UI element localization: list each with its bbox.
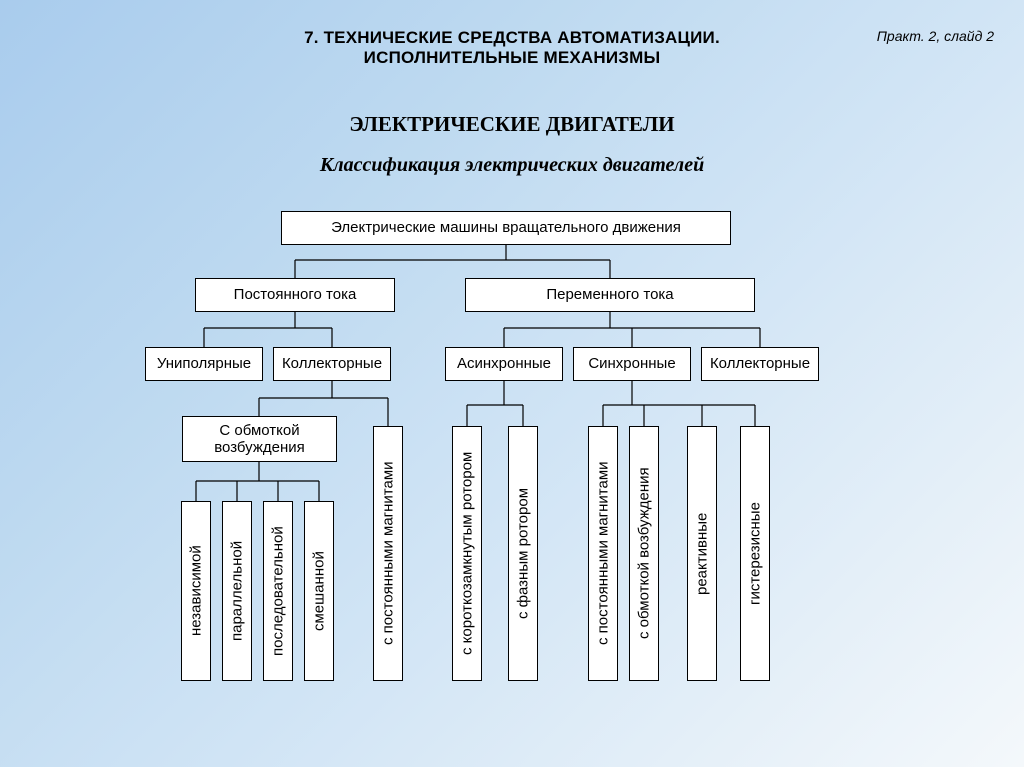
tree-node: Синхронные bbox=[573, 347, 691, 381]
title-line-2: ИСПОЛНИТЕЛЬНЫЕ МЕХАНИЗМЫ bbox=[0, 48, 1024, 68]
tree-node: Коллекторные bbox=[273, 347, 391, 381]
tree-node: Коллекторные bbox=[701, 347, 819, 381]
tree-node: параллельной bbox=[222, 501, 252, 681]
tree-node: с обмоткой возбуждения bbox=[629, 426, 659, 681]
tree-node: гистерезисные bbox=[740, 426, 770, 681]
tree-node: смешанной bbox=[304, 501, 334, 681]
tree-node: последовательной bbox=[263, 501, 293, 681]
tree-node: Переменного тока bbox=[465, 278, 755, 312]
tree-node: с постоянными магнитами bbox=[588, 426, 618, 681]
classification-tree: Электрические машины вращательного движе… bbox=[0, 200, 1024, 760]
tree-node: С обмоткой возбуждения bbox=[182, 416, 337, 462]
tree-node: с короткозамкнутым ротором bbox=[452, 426, 482, 681]
tree-node: реактивные bbox=[687, 426, 717, 681]
tree-node: Асинхронные bbox=[445, 347, 563, 381]
tree-node: Электрические машины вращательного движе… bbox=[281, 211, 731, 245]
title-line-1: 7. ТЕХНИЧЕСКИЕ СРЕДСТВА АВТОМАТИЗАЦИИ. bbox=[0, 28, 1024, 48]
section-subheading: Классификация электрических двигателей bbox=[0, 154, 1024, 177]
page-title: 7. ТЕХНИЧЕСКИЕ СРЕДСТВА АВТОМАТИЗАЦИИ. И… bbox=[0, 28, 1024, 68]
tree-node: Постоянного тока bbox=[195, 278, 395, 312]
section-heading: ЭЛЕКТРИЧЕСКИЕ ДВИГАТЕЛИ bbox=[0, 112, 1024, 137]
tree-node: с фазным ротором bbox=[508, 426, 538, 681]
slide-indicator: Практ. 2, слайд 2 bbox=[877, 28, 994, 44]
tree-node: с постоянными магнитами bbox=[373, 426, 403, 681]
tree-node: Униполярные bbox=[145, 347, 263, 381]
tree-node: независимой bbox=[181, 501, 211, 681]
